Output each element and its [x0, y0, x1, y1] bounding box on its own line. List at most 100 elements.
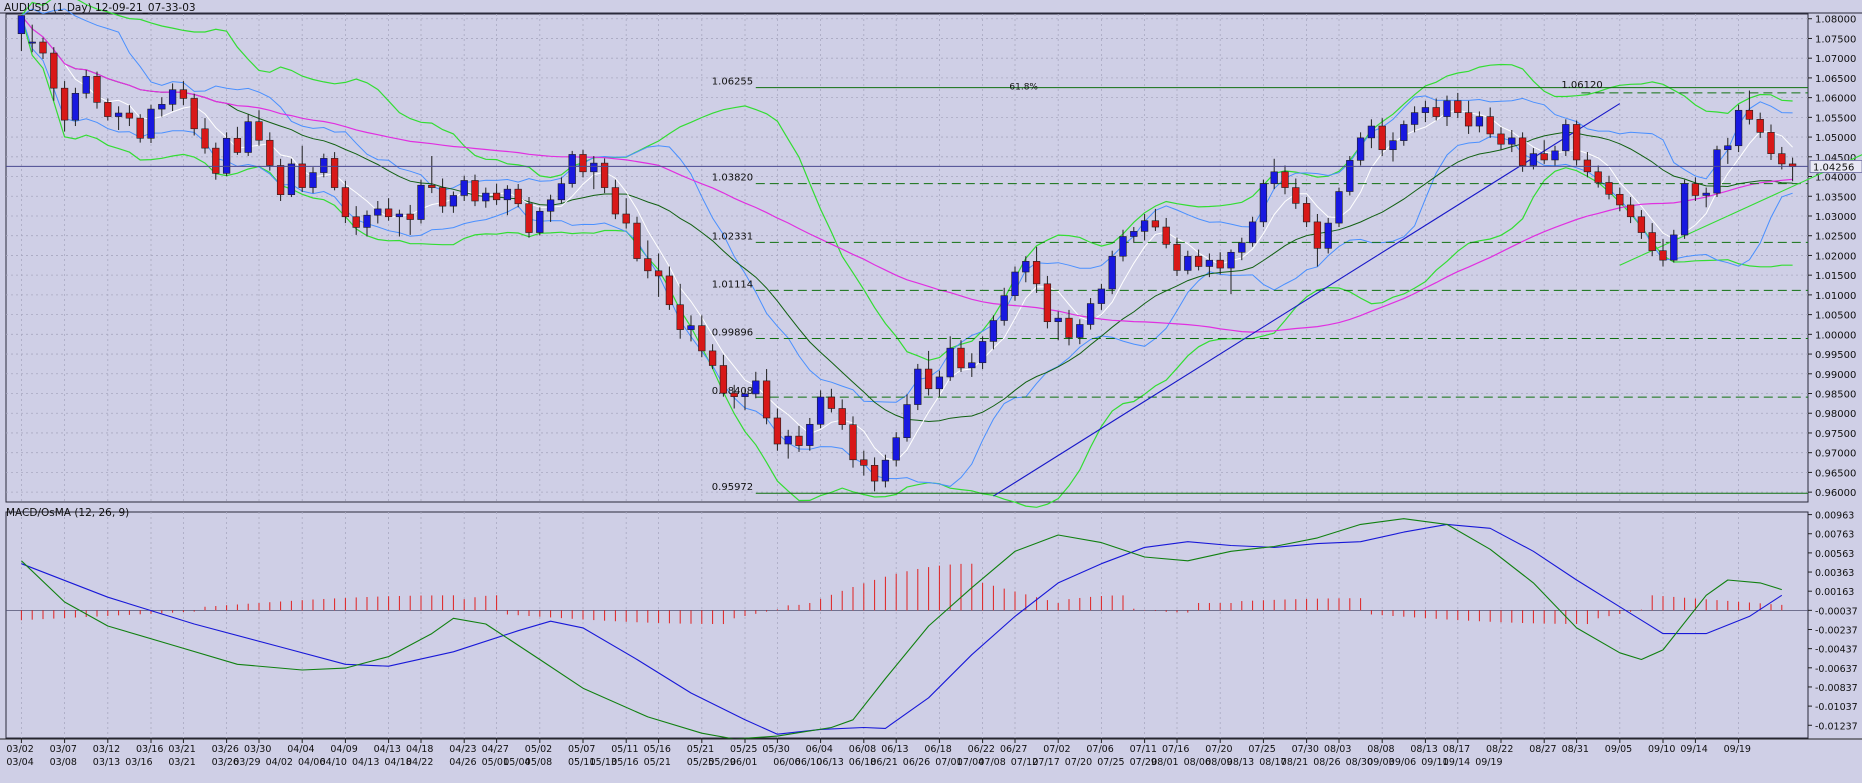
candle-body — [212, 147, 220, 174]
x-tick-label-upper: 08/08 — [1367, 744, 1394, 755]
macd-tick-label: -0.00237 — [1815, 626, 1858, 637]
x-tick-label-upper: 06/08 — [849, 744, 876, 755]
trend-line — [1619, 154, 1862, 266]
x-axis: 03/02 03/07 03/12 03/16 03/21 03/26 03/30 04/04… — [0, 738, 1862, 768]
candle-body — [1659, 250, 1667, 261]
candle-body — [903, 404, 911, 438]
candle-body — [1162, 226, 1170, 245]
price-tick-label: 1.06500 — [1815, 74, 1856, 85]
price-tick-label: 0.97500 — [1815, 429, 1856, 440]
macd-tick-label: -0.01037 — [1815, 702, 1858, 713]
price-tick-label: 1.01500 — [1815, 271, 1856, 282]
fib-level-label: 1.06255 — [712, 77, 753, 88]
macd-tick-label: -0.00437 — [1815, 645, 1858, 656]
x-tick-label-upper: 06/27 — [1000, 744, 1027, 755]
current-price-box — [1809, 160, 1862, 173]
candle-body — [503, 188, 512, 201]
x-tick-label-upper: 04/09 — [330, 744, 357, 755]
candle-body — [114, 112, 123, 117]
x-tick-label-upper: 04/27 — [482, 744, 509, 755]
candle-body — [1432, 107, 1440, 117]
x-tick-label-lower: 08/09 — [1205, 757, 1232, 768]
x-tick-label-lower: 09/03 — [1367, 757, 1394, 768]
price-tick-label: 1.01000 — [1815, 291, 1856, 302]
x-tick-label-upper: 04/18 — [406, 744, 433, 755]
candle-body — [665, 275, 674, 306]
price-tick-label: 0.98000 — [1815, 409, 1856, 420]
macd-tick-label: 0.00963 — [1815, 511, 1854, 522]
candle-body — [168, 89, 177, 105]
candle-body — [1745, 109, 1754, 120]
candle-body — [1173, 244, 1181, 271]
x-tick-label-lower: 08/17 — [1259, 757, 1286, 768]
price-tick-label: 1.02500 — [1815, 232, 1856, 243]
price-tick-label: 1.04000 — [1815, 173, 1856, 184]
x-tick-label-upper: 07/20 — [1205, 744, 1232, 755]
x-tick-label-upper: 05/16 — [644, 744, 671, 755]
trend-line — [993, 103, 1621, 497]
candle-body — [60, 87, 69, 121]
candle-body — [1767, 132, 1775, 154]
x-tick-label-lower: 05/25 — [687, 757, 714, 768]
candle-body — [1605, 182, 1613, 195]
candle-body — [892, 437, 900, 461]
candle-body — [946, 347, 954, 378]
x-tick-label-upper: 08/13 — [1410, 744, 1437, 755]
x-tick-label-upper: 05/11 — [611, 744, 638, 755]
candle-body — [93, 76, 101, 103]
candle-body — [1475, 116, 1484, 127]
candle-body — [762, 380, 771, 419]
candle-body — [1248, 221, 1257, 244]
candle-body — [838, 408, 846, 425]
macd-tick-label: -0.00637 — [1815, 664, 1858, 675]
macd-line — [21, 523, 1783, 735]
candle-body — [1497, 133, 1505, 145]
candle-body — [384, 208, 393, 218]
candle-body — [622, 213, 630, 224]
candle-body — [536, 210, 544, 233]
candle-body — [104, 102, 112, 117]
candle-body — [1454, 100, 1462, 113]
candle-body — [1184, 255, 1192, 271]
x-tick-label-lower: 05/04 — [503, 757, 530, 768]
x-tick-label-upper: 04/04 — [287, 744, 314, 755]
candle-body — [654, 270, 663, 277]
x-tick-label-lower: 03/21 — [168, 757, 195, 768]
candle-body — [363, 214, 371, 228]
candle-body — [460, 180, 468, 196]
x-tick-label-lower: 06/21 — [870, 757, 897, 768]
candle-body — [190, 98, 198, 130]
x-tick-label-lower: 08/01 — [1151, 757, 1178, 768]
candle-body — [870, 465, 879, 482]
x-tick-label-upper: 06/13 — [881, 744, 908, 755]
price-tick-label: 0.97000 — [1815, 449, 1856, 460]
candle-body — [82, 76, 90, 94]
candle-body — [752, 380, 760, 395]
x-tick-label-upper: 05/02 — [525, 744, 552, 755]
x-tick-label-lower: 09/11 — [1421, 757, 1448, 768]
candle-body — [1346, 160, 1354, 192]
x-tick-label-upper: 06/18 — [924, 744, 951, 755]
x-tick-label-upper: 05/25 — [730, 744, 757, 755]
candle-body — [1691, 183, 1700, 196]
x-tick-label-upper: 06/04 — [806, 744, 833, 755]
candle-body — [784, 435, 792, 445]
x-tick-label-upper: 08/22 — [1486, 744, 1513, 755]
fib-level-label: 1.03820 — [712, 173, 753, 184]
x-tick-label-lower: 04/06 — [298, 757, 325, 768]
candle-body — [1508, 137, 1516, 145]
candle-body — [1389, 140, 1397, 151]
candle-body — [687, 325, 695, 330]
candle-body — [147, 108, 155, 139]
x-tick-label-upper: 04/23 — [449, 744, 476, 755]
candle-body — [1140, 220, 1149, 232]
candle-body — [708, 350, 717, 366]
candle-body — [881, 459, 890, 482]
candle-body — [1724, 145, 1732, 151]
x-tick-label-lower: 08/13 — [1227, 757, 1254, 768]
candle-body — [1778, 153, 1786, 165]
x-tick-label-upper: 03/02 — [6, 744, 33, 755]
candle-body — [266, 139, 274, 166]
candle-body — [1367, 125, 1376, 139]
macd-tick-label: -0.01237 — [1815, 721, 1858, 732]
